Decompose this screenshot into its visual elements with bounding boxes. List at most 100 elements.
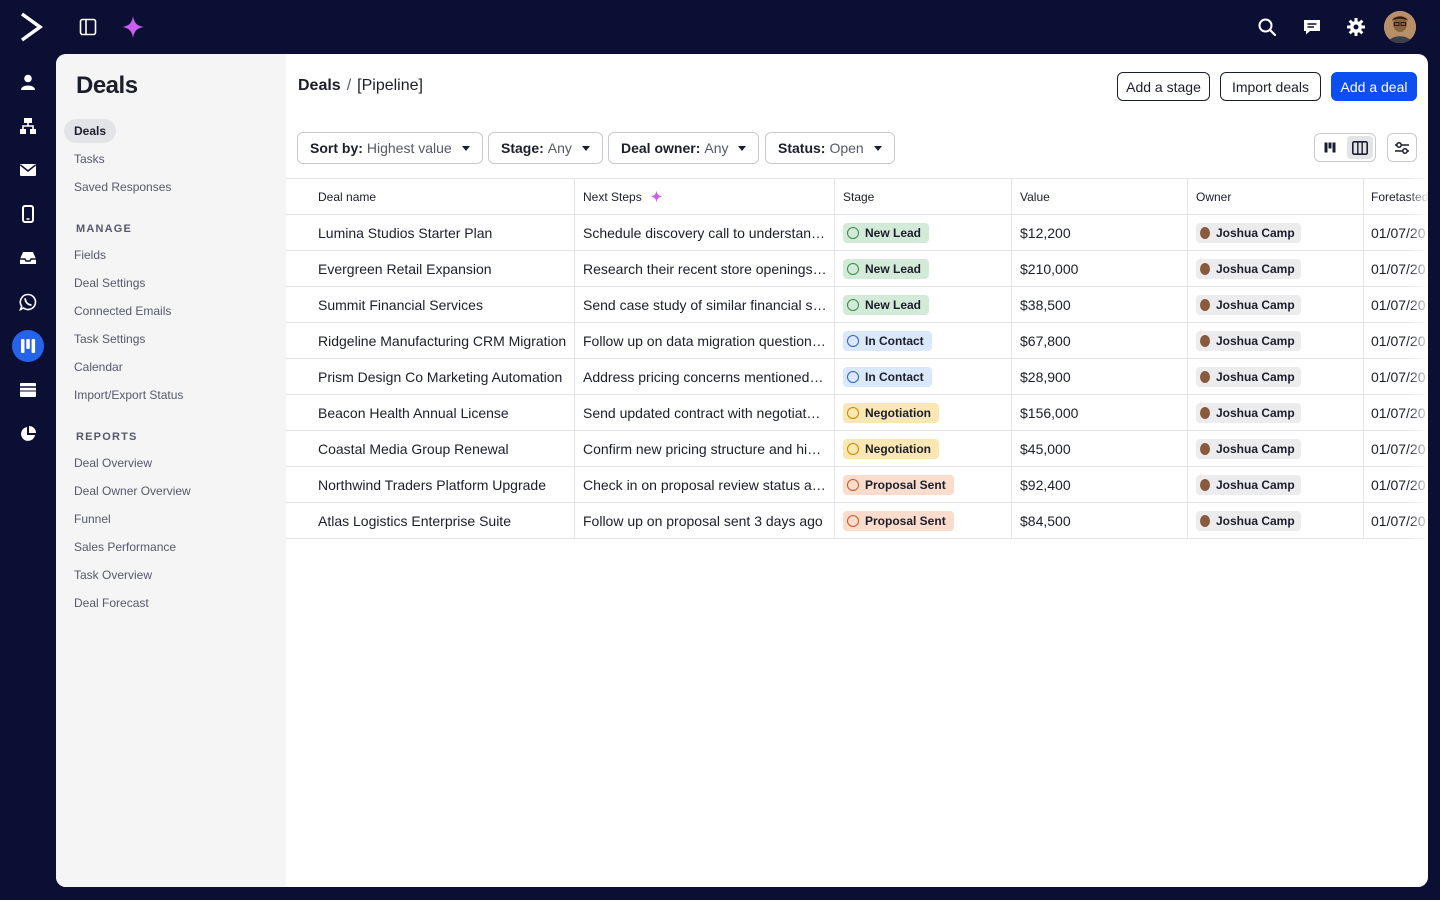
sort-by-filter[interactable]: Sort by: Highest value bbox=[297, 132, 483, 164]
table-row[interactable]: Evergreen Retail Expansion Research their… bbox=[286, 251, 1428, 287]
column-header-owner[interactable]: Owner bbox=[1188, 179, 1364, 214]
table-row[interactable]: Lumina Studios Starter Plan Schedule disc… bbox=[286, 215, 1428, 251]
table-row[interactable]: Coastal Media Group Renewal Confirm new p… bbox=[286, 431, 1428, 467]
stage-badge[interactable]: Proposal Sent bbox=[843, 474, 954, 495]
stage-filter[interactable]: Stage: Any bbox=[488, 132, 603, 164]
column-header-stage[interactable]: Stage bbox=[835, 179, 1012, 214]
site-icon[interactable] bbox=[12, 374, 44, 406]
owner-cell[interactable]: Joshua Camp bbox=[1188, 323, 1364, 358]
owner-cell[interactable]: Joshua Camp bbox=[1188, 215, 1364, 250]
value-cell[interactable]: $84,500 bbox=[1012, 503, 1188, 538]
table-settings-button[interactable] bbox=[1387, 133, 1417, 162]
value-cell[interactable]: $45,000 bbox=[1012, 431, 1188, 466]
nav-item-calendar[interactable]: Calendar bbox=[74, 360, 123, 374]
stage-cell[interactable]: New Lead bbox=[835, 287, 1012, 322]
table-row[interactable]: Ridgeline Manufacturing CRM Migration Fol… bbox=[286, 323, 1428, 359]
deal-name-cell[interactable]: Evergreen Retail Expansion bbox=[286, 251, 575, 286]
owner-cell[interactable]: Joshua Camp bbox=[1188, 287, 1364, 322]
deal-name[interactable]: Prism Design Co Marketing Automation bbox=[318, 368, 563, 385]
table-view-icon[interactable] bbox=[1347, 136, 1373, 159]
table-row[interactable]: Atlas Logistics Enterprise Suite Follow u… bbox=[286, 503, 1428, 539]
owner-cell[interactable]: Joshua Camp bbox=[1188, 395, 1364, 430]
owner-badge[interactable]: Joshua Camp bbox=[1196, 438, 1301, 459]
chat-icon[interactable] bbox=[1300, 15, 1324, 39]
owner-badge[interactable]: Joshua Camp bbox=[1196, 510, 1301, 531]
nav-item-deal-owner-overview[interactable]: Deal Owner Overview bbox=[74, 484, 191, 498]
stage-cell[interactable]: In Contact bbox=[835, 323, 1012, 358]
avatar[interactable] bbox=[1384, 11, 1416, 43]
deal-name-cell[interactable]: Summit Financial Services bbox=[286, 287, 575, 322]
table-row[interactable]: Beacon Health Annual License Send updated… bbox=[286, 395, 1428, 431]
column-header-value[interactable]: Value bbox=[1012, 179, 1188, 214]
stage-cell[interactable]: In Contact bbox=[835, 359, 1012, 394]
next-steps-cell[interactable]: Send case study of similar financial ser… bbox=[575, 287, 835, 322]
next-steps-cell[interactable]: Follow up on data migration questions fr… bbox=[575, 323, 835, 358]
deal-name[interactable]: Lumina Studios Starter Plan bbox=[318, 224, 493, 241]
nav-item-import-export-status[interactable]: Import/Export Status bbox=[74, 388, 184, 402]
table-row[interactable]: Prism Design Co Marketing Automation Addr… bbox=[286, 359, 1428, 395]
search-icon[interactable] bbox=[1255, 15, 1279, 39]
deal-name[interactable]: Evergreen Retail Expansion bbox=[318, 260, 492, 277]
nav-item-fields[interactable]: Fields bbox=[74, 248, 107, 262]
deal-name[interactable]: Beacon Health Annual License bbox=[318, 404, 509, 421]
column-header-deal-name[interactable]: Deal name bbox=[286, 179, 575, 214]
stage-badge[interactable]: New Lead bbox=[843, 222, 930, 243]
stage-cell[interactable]: New Lead bbox=[835, 215, 1012, 250]
stage-badge[interactable]: New Lead bbox=[843, 258, 930, 279]
stage-badge[interactable]: Negotiation bbox=[843, 438, 939, 459]
stage-cell[interactable]: New Lead bbox=[835, 251, 1012, 286]
whatsapp-icon[interactable] bbox=[12, 286, 44, 318]
value-cell[interactable]: $12,200 bbox=[1012, 215, 1188, 250]
deal-owner-filter[interactable]: Deal owner: Any bbox=[608, 132, 760, 164]
contacts-icon[interactable] bbox=[12, 66, 44, 98]
deal-name-cell[interactable]: Ridgeline Manufacturing CRM Migration bbox=[286, 323, 575, 358]
owner-badge[interactable]: Joshua Camp bbox=[1196, 402, 1301, 423]
value-cell[interactable]: $210,000 bbox=[1012, 251, 1188, 286]
deal-name[interactable]: Summit Financial Services bbox=[318, 296, 483, 313]
owner-badge[interactable]: Joshua Camp bbox=[1196, 474, 1301, 495]
owner-badge[interactable]: Joshua Camp bbox=[1196, 222, 1301, 243]
nav-item-connected-emails[interactable]: Connected Emails bbox=[74, 304, 172, 318]
deal-name-cell[interactable]: Prism Design Co Marketing Automation bbox=[286, 359, 575, 394]
gear-icon[interactable] bbox=[1344, 15, 1368, 39]
deal-name[interactable]: Atlas Logistics Enterprise Suite bbox=[318, 512, 511, 529]
add-deal-button[interactable]: Add a deal bbox=[1331, 72, 1417, 101]
nav-item-tasks[interactable]: Tasks bbox=[74, 152, 105, 166]
reports-icon[interactable] bbox=[12, 418, 44, 450]
next-steps-cell[interactable]: Check in on proposal review status and a… bbox=[575, 467, 835, 502]
stage-badge[interactable]: Proposal Sent bbox=[843, 510, 954, 531]
logo-icon[interactable] bbox=[16, 10, 46, 44]
deal-name-cell[interactable]: Lumina Studios Starter Plan bbox=[286, 215, 575, 250]
nav-item-saved-responses[interactable]: Saved Responses bbox=[74, 180, 172, 194]
stage-badge[interactable]: Negotiation bbox=[843, 402, 939, 423]
owner-badge[interactable]: Joshua Camp bbox=[1196, 366, 1301, 387]
owner-badge[interactable]: Joshua Camp bbox=[1196, 294, 1301, 315]
next-steps-cell[interactable]: Follow up on proposal sent 3 days ago bbox=[575, 503, 835, 538]
deal-name-cell[interactable]: Coastal Media Group Renewal bbox=[286, 431, 575, 466]
stage-cell[interactable]: Proposal Sent bbox=[835, 467, 1012, 502]
owner-cell[interactable]: Joshua Camp bbox=[1188, 503, 1364, 538]
owner-cell[interactable]: Joshua Camp bbox=[1188, 467, 1364, 502]
panel-toggle-icon[interactable] bbox=[76, 15, 100, 39]
automations-icon[interactable] bbox=[12, 110, 44, 142]
phone-icon[interactable] bbox=[12, 198, 44, 230]
value-cell[interactable]: $28,900 bbox=[1012, 359, 1188, 394]
stage-cell[interactable]: Negotiation bbox=[835, 431, 1012, 466]
status-filter[interactable]: Status: Open bbox=[765, 132, 895, 164]
nav-item-task-settings[interactable]: Task Settings bbox=[74, 332, 146, 346]
table-row[interactable]: Northwind Traders Platform Upgrade Check … bbox=[286, 467, 1428, 503]
owner-cell[interactable]: Joshua Camp bbox=[1188, 431, 1364, 466]
owner-badge[interactable]: Joshua Camp bbox=[1196, 258, 1301, 279]
next-steps-cell[interactable]: Research their recent store openings and… bbox=[575, 251, 835, 286]
deals-icon[interactable] bbox=[12, 330, 44, 362]
value-cell[interactable]: $38,500 bbox=[1012, 287, 1188, 322]
next-steps-cell[interactable]: Address pricing concerns mentioned in la… bbox=[575, 359, 835, 394]
nav-item-task-overview[interactable]: Task Overview bbox=[74, 568, 153, 582]
board-view-icon[interactable] bbox=[1315, 134, 1345, 161]
deal-name-cell[interactable]: Northwind Traders Platform Upgrade bbox=[286, 467, 575, 502]
breadcrumb-root[interactable]: Deals bbox=[298, 77, 341, 94]
value-cell[interactable]: $67,800 bbox=[1012, 323, 1188, 358]
stage-cell[interactable]: Negotiation bbox=[835, 395, 1012, 430]
sparkle-icon[interactable] bbox=[120, 14, 146, 40]
deal-name[interactable]: Coastal Media Group Renewal bbox=[318, 440, 509, 457]
